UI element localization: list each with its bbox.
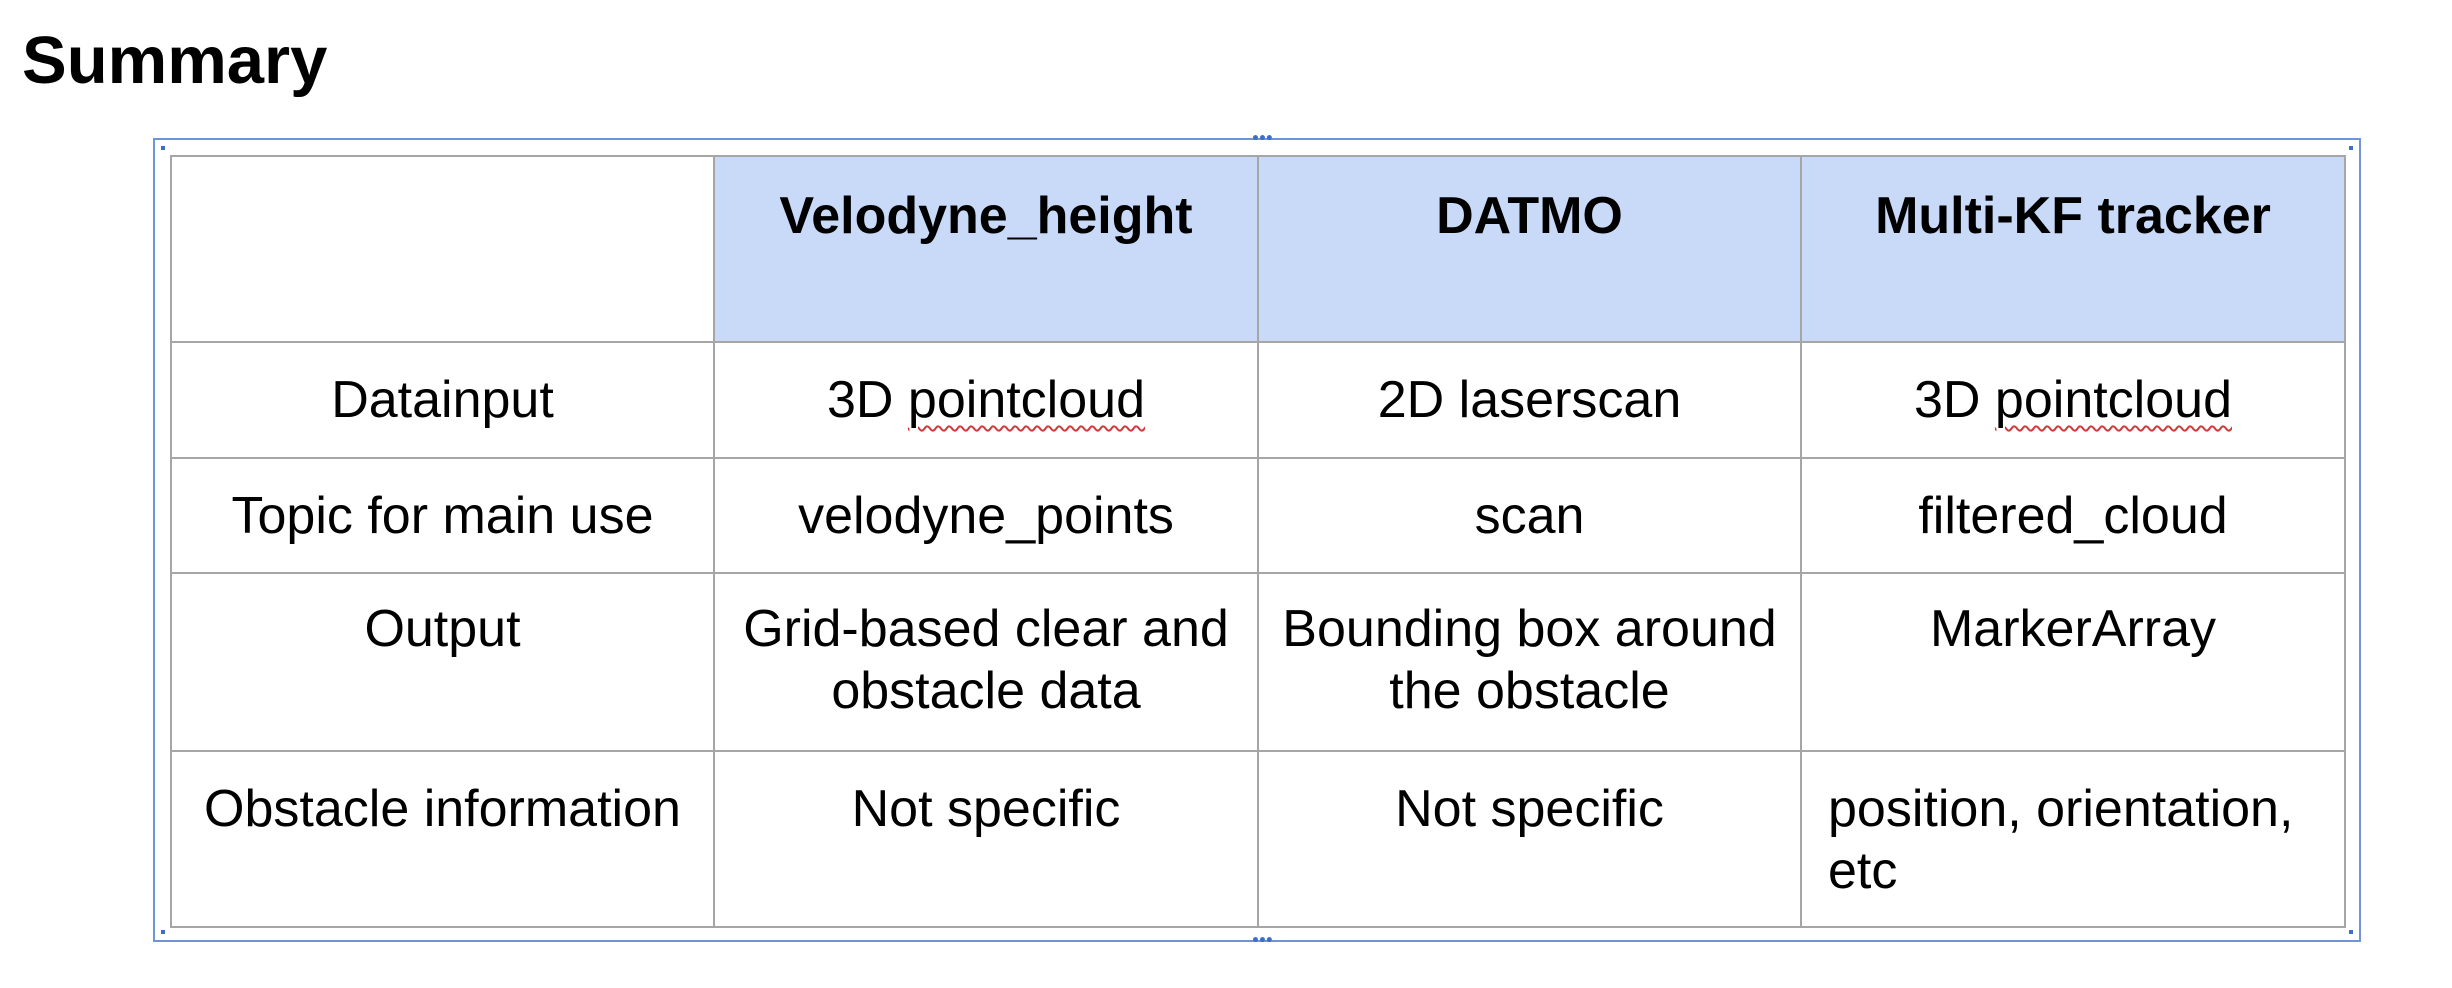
table-cell[interactable]: Not specific bbox=[1257, 750, 1802, 928]
corner-handle-top-right[interactable] bbox=[2349, 146, 2353, 150]
cell-text-3d: 3D bbox=[1914, 371, 1995, 429]
cell-text-3d: 3D bbox=[827, 371, 908, 429]
header-cell-velodyne-height[interactable]: Velodyne_height bbox=[713, 155, 1259, 343]
header-cell-multi-kf-tracker[interactable]: Multi-KF tracker bbox=[1800, 155, 2346, 343]
table-cell[interactable]: scan bbox=[1257, 457, 1802, 574]
table-cell[interactable]: position, orientation, etc bbox=[1800, 750, 2346, 928]
corner-handle-top-left[interactable] bbox=[161, 146, 165, 150]
table-cell[interactable]: velodyne_points bbox=[713, 457, 1259, 574]
corner-handle-bottom-left[interactable] bbox=[161, 930, 165, 934]
summary-table[interactable]: Velodyne_height DATMO Multi-KF tracker D… bbox=[170, 155, 2346, 928]
table-selection-frame[interactable]: ••• ••• bbox=[153, 132, 2361, 948]
table-cell[interactable]: Not specific bbox=[713, 750, 1259, 928]
table-cell[interactable]: MarkerArray bbox=[1800, 572, 2346, 752]
header-cell-datmo[interactable]: DATMO bbox=[1257, 155, 1802, 343]
spellcheck-flagged-word: pointcloud bbox=[1994, 371, 2232, 429]
table-cell[interactable]: Bounding box around the obstacle bbox=[1257, 572, 1802, 752]
row-label-output[interactable]: Output bbox=[170, 572, 715, 752]
table-cell[interactable]: filtered_cloud bbox=[1800, 457, 2346, 574]
corner-handle-bottom-right[interactable] bbox=[2349, 930, 2353, 934]
table-cell[interactable]: 3D pointcloud bbox=[1800, 341, 2346, 459]
spellcheck-flagged-word: pointcloud bbox=[907, 371, 1145, 429]
table-header-row: Velodyne_height DATMO Multi-KF tracker bbox=[170, 155, 2346, 343]
table-row: Obstacle information Not specific Not sp… bbox=[170, 750, 2346, 928]
table-row: Topic for main use velodyne_points scan … bbox=[170, 457, 2346, 574]
row-label-datainput[interactable]: Datainput bbox=[170, 341, 715, 459]
table-cell[interactable]: 2D laserscan bbox=[1257, 341, 1802, 459]
resize-handle-bottom[interactable]: ••• bbox=[1251, 933, 1274, 949]
table-row: Datainput 3D pointcloud 2D laserscan 3D … bbox=[170, 341, 2346, 459]
row-label-topic-for-main-use[interactable]: Topic for main use bbox=[170, 457, 715, 574]
table-cell[interactable]: Grid-based clear and obstacle data bbox=[713, 572, 1259, 752]
table-row: Output Grid-based clear and obstacle dat… bbox=[170, 572, 2346, 752]
row-label-obstacle-information[interactable]: Obstacle information bbox=[170, 750, 715, 928]
table-cell[interactable]: 3D pointcloud bbox=[713, 341, 1259, 459]
page-title: Summary bbox=[22, 23, 328, 98]
header-cell-empty[interactable] bbox=[170, 155, 715, 343]
resize-handle-top[interactable]: ••• bbox=[1251, 131, 1274, 147]
